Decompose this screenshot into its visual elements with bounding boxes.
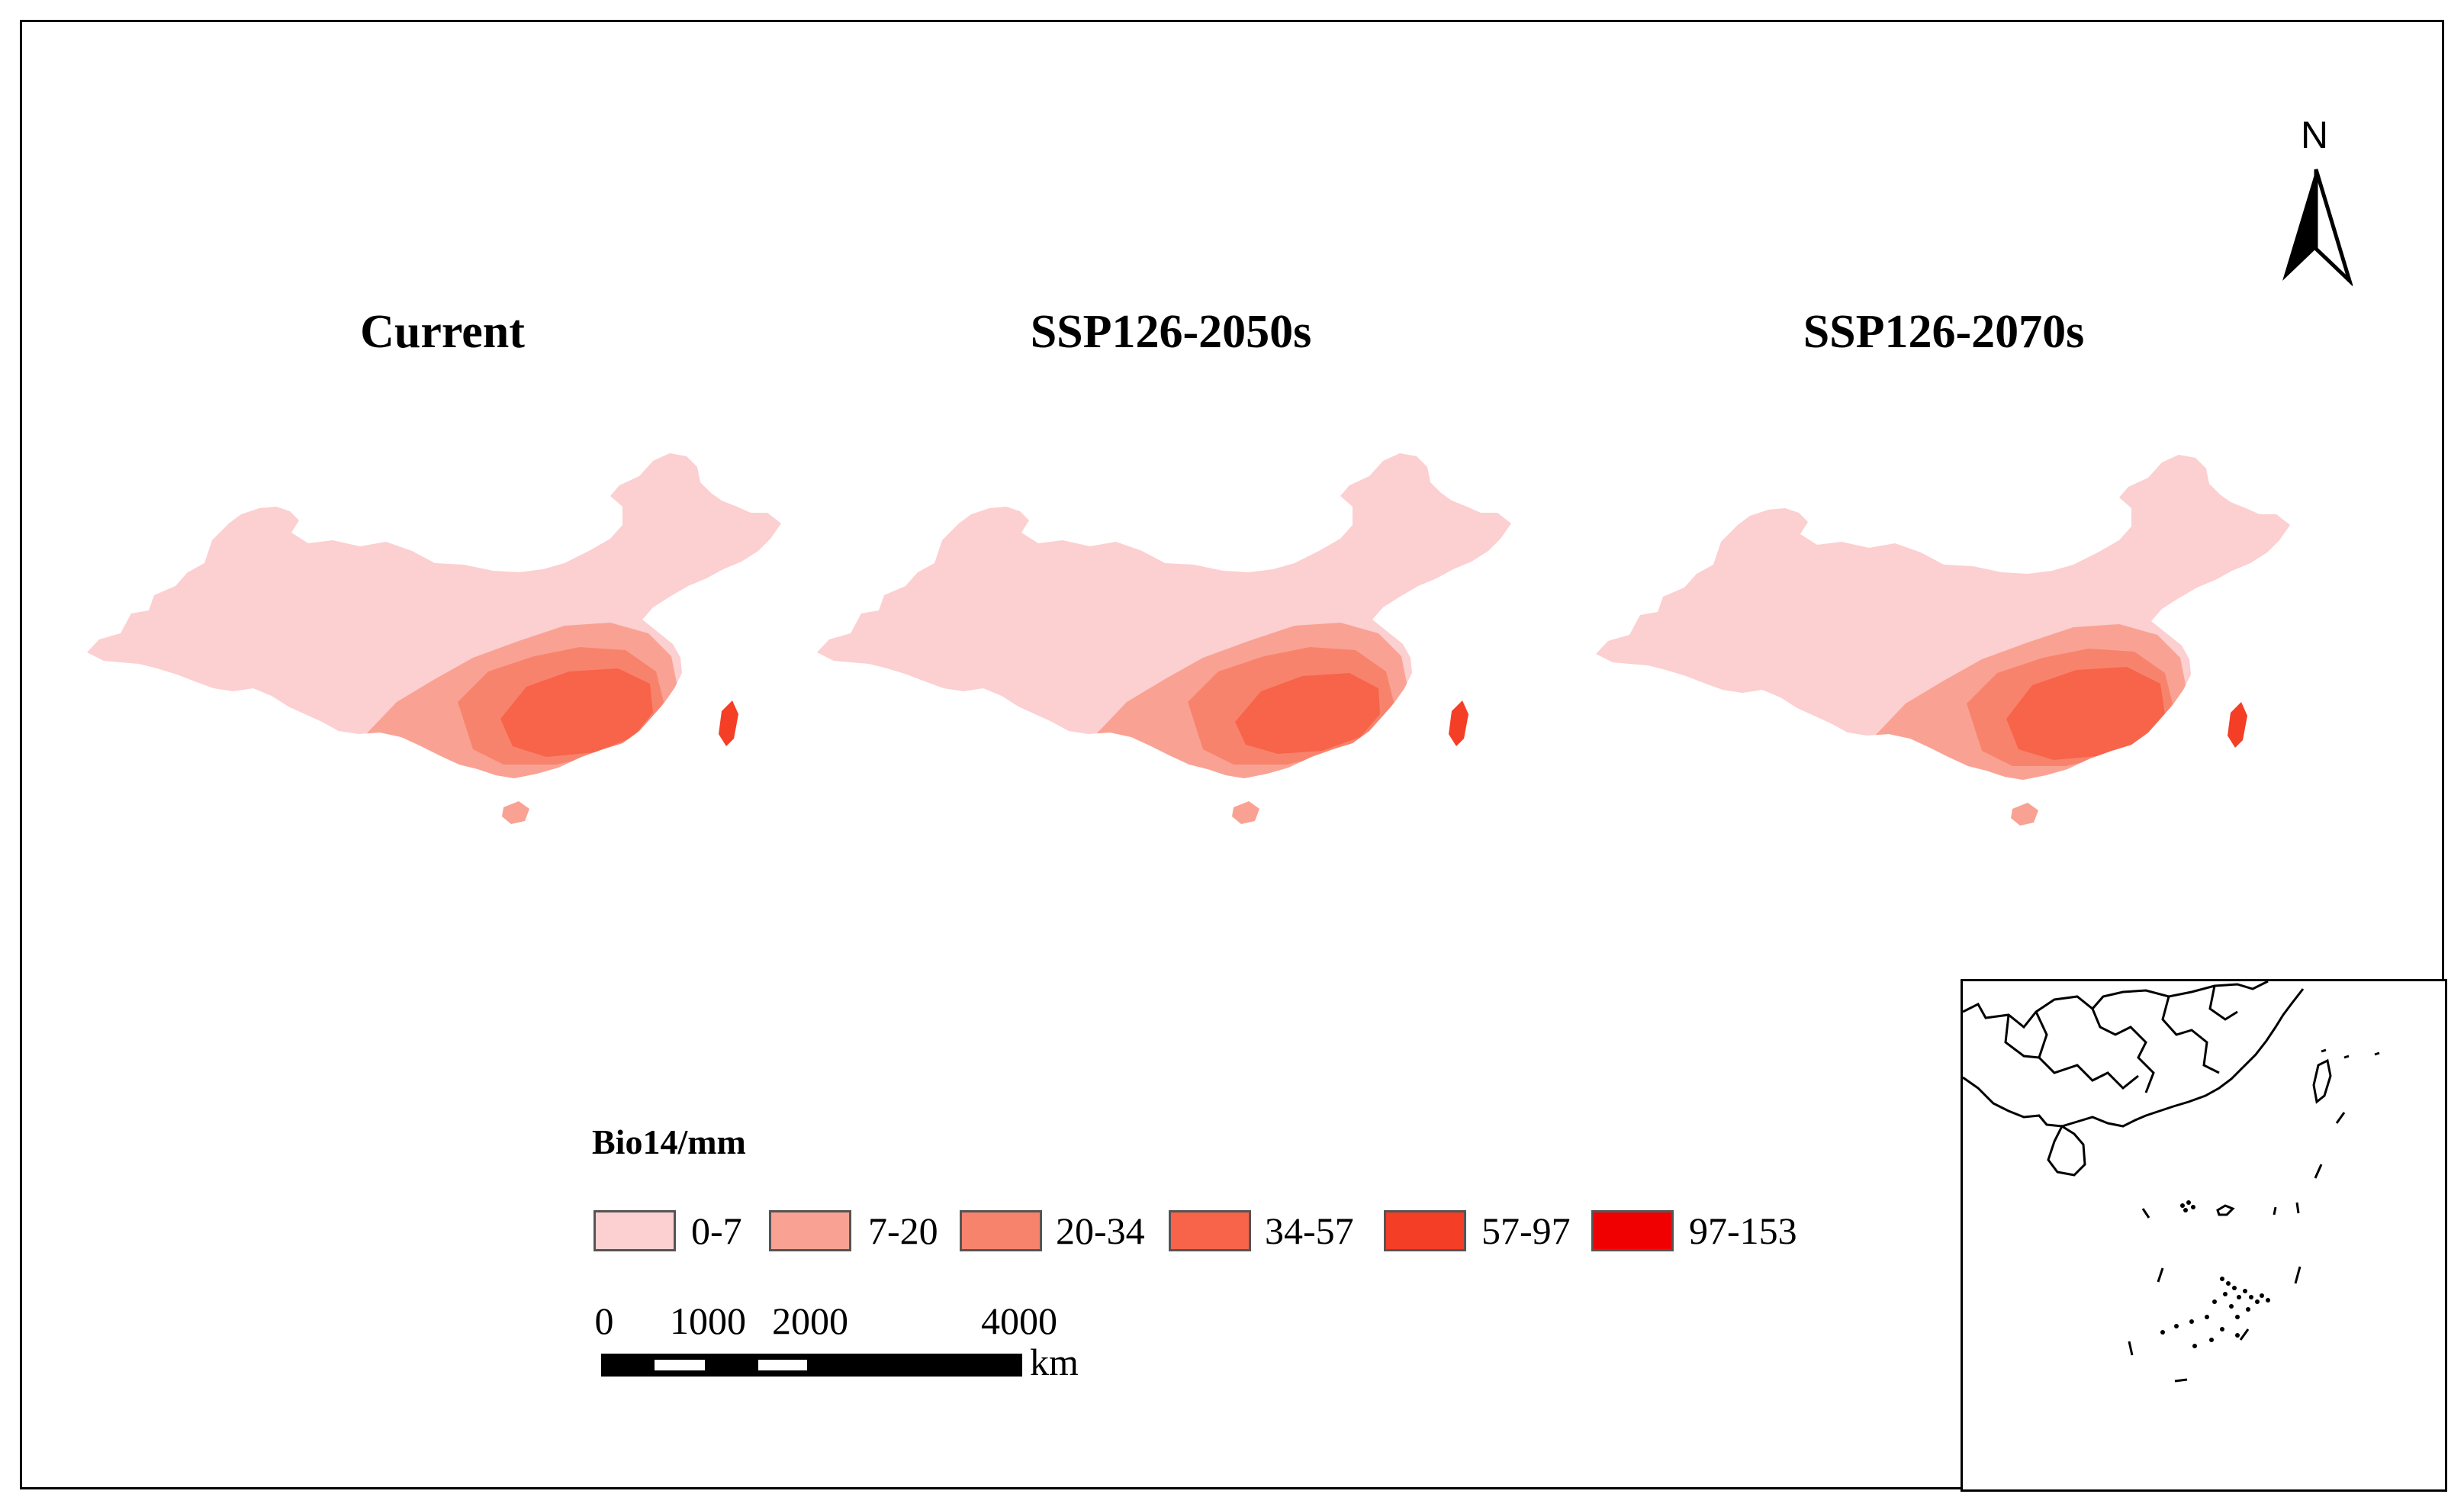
title-ssp126-2070s: SSP126-2070s [1803, 306, 2085, 358]
inset-south-china-sea [1963, 981, 2380, 1383]
scale-bar [601, 1354, 1022, 1377]
inset-map [1961, 979, 2447, 1492]
legend-label-5: 97-153 [1689, 1209, 1797, 1252]
map-current [87, 453, 781, 824]
legend-swatch-3 [1169, 1210, 1251, 1251]
map-ssp126-2050s [817, 453, 1511, 824]
legend-label-4: 57-97 [1481, 1209, 1571, 1252]
legend-label-3: 34-57 [1265, 1209, 1354, 1252]
legend-swatch-5 [1591, 1210, 1674, 1251]
north-label: N [2300, 114, 2329, 156]
legend-title: Bio14/mm [592, 1122, 746, 1161]
title-ssp126-2050s: SSP126-2050s [1030, 306, 1312, 358]
scale-unit: km [1030, 1341, 1079, 1383]
scale-tick-0: 0 [594, 1299, 614, 1342]
title-current: Current [360, 306, 525, 358]
legend-swatch-1 [769, 1210, 851, 1251]
map-frame [20, 20, 2444, 1489]
scale-tick-4000: 4000 [981, 1299, 1057, 1342]
legend-label-2: 20-34 [1056, 1209, 1145, 1252]
legend-label-0: 0-7 [691, 1209, 742, 1252]
legend-swatch-0 [593, 1210, 676, 1251]
legend-swatch-2 [960, 1210, 1042, 1251]
legend-swatch-4 [1384, 1210, 1466, 1251]
north-arrow-icon [2282, 169, 2353, 287]
legend-label-1: 7-20 [868, 1209, 938, 1252]
map-ssp126-2070s [1596, 455, 2290, 826]
scale-tick-1000: 1000 [670, 1299, 746, 1342]
scale-tick-2000: 2000 [772, 1299, 848, 1342]
